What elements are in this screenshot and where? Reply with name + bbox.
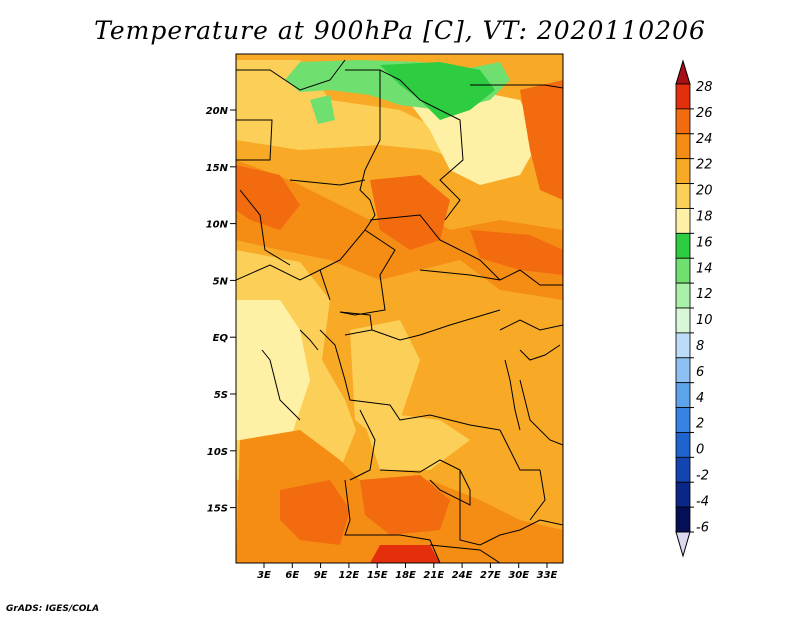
temperature-zone-16: [380, 62, 495, 120]
colorbar-label: 0: [696, 443, 704, 458]
lon-tick-label: 27E: [480, 570, 501, 581]
colorbar-swatch: [675, 208, 691, 234]
colorbar-label: 8: [696, 339, 704, 354]
colorbar-label: 24: [696, 132, 713, 147]
colorbar-label: 14: [696, 261, 713, 276]
temperature-zone-26: [470, 230, 563, 275]
lon-tick-label: 3E: [257, 570, 271, 581]
colorbar-label: 6: [696, 365, 704, 380]
longitude-axis: 3E 6E 9E 12E 15E 18E 21E 24E 27E 30E 33E: [257, 563, 558, 581]
colorbar-swatch: [675, 357, 691, 384]
lon-tick-label: 18E: [395, 570, 416, 581]
colorbar-label: 28: [696, 80, 713, 95]
colorbar-swatch: [675, 183, 691, 209]
colorbar-label: 12: [696, 287, 713, 302]
lat-tick-label: 15S: [207, 504, 228, 515]
colorbar-label: 26: [696, 106, 713, 121]
colorbar-label: 22: [696, 158, 713, 173]
temperature-zone-18: [360, 410, 470, 470]
map-plot-area: [236, 54, 563, 563]
colorbar-swatch: [675, 83, 691, 110]
map-frame: [235, 53, 564, 564]
latitude-axis: 20N 15N 10N 5N EQ 5S 10S 15S: [206, 106, 236, 515]
colorbar-label: -4: [696, 494, 709, 509]
colorbar-label: 10: [696, 313, 713, 328]
colorbar-swatch: [675, 481, 691, 508]
lon-tick-label: 9E: [314, 570, 328, 581]
temperature-zone-14: [310, 95, 335, 124]
colorbar-swatch: [675, 307, 691, 334]
colorbar-swatch: [675, 158, 691, 184]
temperature-zone-26: [280, 480, 350, 545]
lat-tick-label: 10N: [206, 220, 229, 231]
colorbar-top-cap: [675, 59, 691, 85]
colorbar-label: 20: [696, 184, 713, 199]
colorbar-label: 18: [696, 210, 713, 225]
map-title: Temperature at 900hPa [C], VT: 202011020…: [94, 16, 706, 45]
lon-tick-label: 21E: [423, 570, 444, 581]
colorbar-label: -2: [696, 469, 709, 484]
colorbar-label: 16: [696, 235, 713, 250]
colorbar-swatch: [675, 432, 691, 458]
lat-tick-label: 5S: [214, 390, 228, 401]
colorbar-swatch: [675, 456, 691, 483]
lon-tick-label: 15E: [367, 570, 388, 581]
temperature-zone-26: [360, 475, 450, 535]
software-credit: GrADS: IGES/COLA: [6, 604, 100, 614]
colorbar-label: 4: [696, 391, 704, 406]
lat-tick-label: EQ: [213, 333, 229, 344]
colorbar-swatch: [675, 282, 691, 309]
lon-tick-label: 24E: [452, 570, 473, 581]
temperature-zone-28: [370, 545, 440, 563]
colorbar-label: -6: [696, 520, 709, 535]
lat-tick-label: 20N: [206, 106, 229, 117]
lat-tick-label: 5N: [213, 276, 229, 287]
colorbar-bottom-cap: [675, 531, 691, 558]
colorbar-label: 2: [696, 417, 704, 432]
lat-tick-label: 15N: [206, 163, 229, 174]
colorbar-swatch: [675, 133, 691, 160]
temperature-zone-26: [370, 175, 450, 250]
colorbar-swatch: [675, 108, 691, 135]
temperature-zone-18: [350, 320, 420, 440]
temperature-zone-26: [520, 80, 563, 200]
lon-tick-label: 30E: [508, 570, 529, 581]
colorbar-swatch: [675, 407, 691, 433]
lat-tick-label: 10S: [207, 447, 228, 458]
colorbar-swatch: [675, 506, 691, 533]
temperature-zone-26: [236, 165, 300, 230]
lon-tick-label: 12E: [339, 570, 360, 581]
colorbar-swatch: [675, 232, 691, 259]
colorbar-swatch: [675, 257, 691, 284]
lon-tick-label: 6E: [285, 570, 299, 581]
country-borders: [236, 59, 563, 563]
colorbar-swatch: [675, 332, 691, 359]
colorbar-swatch: [675, 382, 691, 408]
lon-tick-label: 33E: [537, 570, 558, 581]
